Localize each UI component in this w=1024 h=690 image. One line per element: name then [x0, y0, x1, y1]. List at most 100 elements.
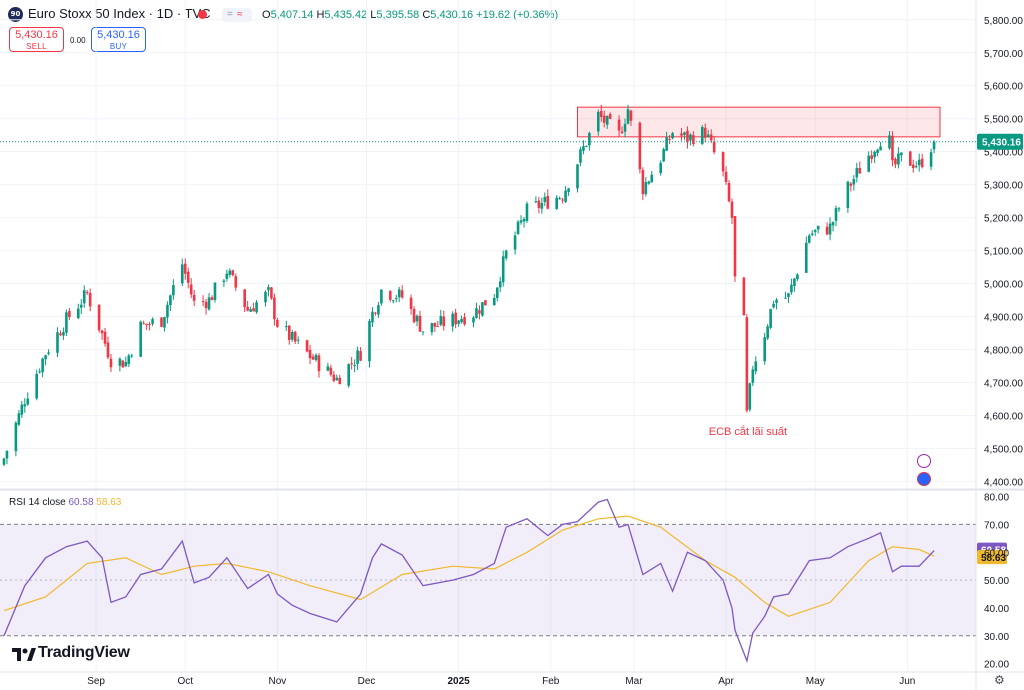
symbol-title[interactable]: Euro Stoxx 50 Index · 1D · TVC	[28, 6, 211, 21]
candle[interactable]	[641, 167, 645, 201]
candle[interactable]	[326, 362, 330, 372]
candle[interactable]	[727, 180, 731, 203]
candle[interactable]	[353, 359, 356, 373]
candle[interactable]	[332, 370, 336, 383]
candle[interactable]	[888, 131, 891, 150]
candle[interactable]	[620, 126, 624, 134]
candle[interactable]	[44, 354, 47, 366]
candle[interactable]	[686, 126, 689, 149]
candle[interactable]	[255, 299, 258, 314]
candle[interactable]	[23, 398, 27, 413]
candle[interactable]	[537, 196, 541, 214]
candle[interactable]	[608, 112, 612, 120]
candle[interactable]	[831, 221, 835, 232]
candle[interactable]	[79, 299, 83, 314]
candle[interactable]	[807, 233, 811, 244]
candle[interactable]	[917, 153, 921, 172]
candle[interactable]	[894, 157, 897, 169]
candle[interactable]	[347, 363, 350, 388]
candle[interactable]	[659, 160, 662, 176]
candle[interactable]	[644, 177, 648, 197]
candle[interactable]	[504, 249, 508, 261]
candle[interactable]	[356, 346, 359, 370]
candle[interactable]	[451, 311, 454, 332]
candle[interactable]	[834, 205, 838, 226]
candle[interactable]	[481, 302, 484, 317]
candle[interactable]	[118, 357, 122, 372]
candle[interactable]	[769, 308, 772, 330]
candle[interactable]	[166, 301, 169, 324]
candle[interactable]	[662, 147, 665, 163]
candle[interactable]	[733, 215, 737, 282]
candle[interactable]	[311, 353, 315, 361]
candle[interactable]	[377, 301, 380, 319]
candle[interactable]	[596, 109, 600, 136]
candle[interactable]	[766, 323, 769, 340]
candle[interactable]	[284, 320, 288, 332]
sell-button[interactable]: 5,430.16 SELL	[9, 27, 64, 52]
candle[interactable]	[17, 410, 21, 427]
candle[interactable]	[234, 273, 238, 291]
candle[interactable]	[650, 170, 654, 183]
candle[interactable]	[617, 115, 621, 137]
gear-icon[interactable]: ⚙	[994, 673, 1005, 687]
candle[interactable]	[329, 364, 333, 377]
candle[interactable]	[201, 295, 205, 307]
candle[interactable]	[680, 128, 683, 141]
candle[interactable]	[103, 327, 107, 347]
candle[interactable]	[314, 353, 318, 362]
candle[interactable]	[252, 302, 255, 312]
candle[interactable]	[689, 133, 692, 146]
candle[interactable]	[683, 131, 686, 140]
rsi-legend[interactable]: RSI 14 close 60.58 58.63	[9, 497, 121, 508]
candle[interactable]	[436, 320, 440, 327]
candle[interactable]	[900, 152, 903, 162]
candle[interactable]	[858, 161, 862, 174]
candle[interactable]	[516, 220, 520, 236]
candle[interactable]	[14, 421, 18, 457]
candle[interactable]	[478, 305, 481, 320]
candle[interactable]	[555, 195, 558, 210]
candle[interactable]	[463, 312, 466, 326]
candle[interactable]	[38, 368, 41, 374]
candle[interactable]	[388, 290, 392, 303]
candle[interactable]	[602, 110, 606, 128]
candle[interactable]	[142, 320, 145, 325]
candle[interactable]	[62, 327, 65, 340]
candle[interactable]	[391, 299, 395, 304]
candle[interactable]	[796, 273, 799, 282]
candle[interactable]	[525, 201, 529, 224]
candle[interactable]	[172, 279, 175, 300]
buy-button[interactable]: 5,430.16 BUY	[91, 27, 146, 52]
candle[interactable]	[243, 289, 246, 312]
candle[interactable]	[183, 258, 187, 280]
candle[interactable]	[837, 206, 841, 213]
candle[interactable]	[772, 300, 775, 309]
candle[interactable]	[742, 276, 746, 316]
candle[interactable]	[317, 353, 321, 378]
candle[interactable]	[76, 303, 80, 319]
candle[interactable]	[748, 382, 752, 412]
candle[interactable]	[293, 330, 297, 345]
candle[interactable]	[139, 320, 142, 357]
candle[interactable]	[804, 236, 808, 273]
candle[interactable]	[210, 295, 214, 301]
compare-toggle-button[interactable]: = ≈	[222, 8, 252, 22]
candle[interactable]	[721, 151, 725, 177]
lightning-icon[interactable]	[917, 454, 931, 468]
candle[interactable]	[412, 306, 416, 324]
candle[interactable]	[47, 349, 50, 356]
candle[interactable]	[160, 317, 163, 328]
candle[interactable]	[2, 457, 6, 467]
market-status-dot-icon[interactable]	[198, 10, 207, 19]
candle[interactable]	[169, 294, 172, 312]
candle[interactable]	[180, 258, 184, 287]
candle[interactable]	[249, 306, 252, 312]
candle[interactable]	[371, 307, 374, 328]
candle[interactable]	[338, 374, 342, 385]
candle[interactable]	[492, 293, 496, 306]
candle[interactable]	[264, 290, 267, 307]
candle[interactable]	[41, 357, 44, 378]
candle[interactable]	[460, 315, 463, 324]
